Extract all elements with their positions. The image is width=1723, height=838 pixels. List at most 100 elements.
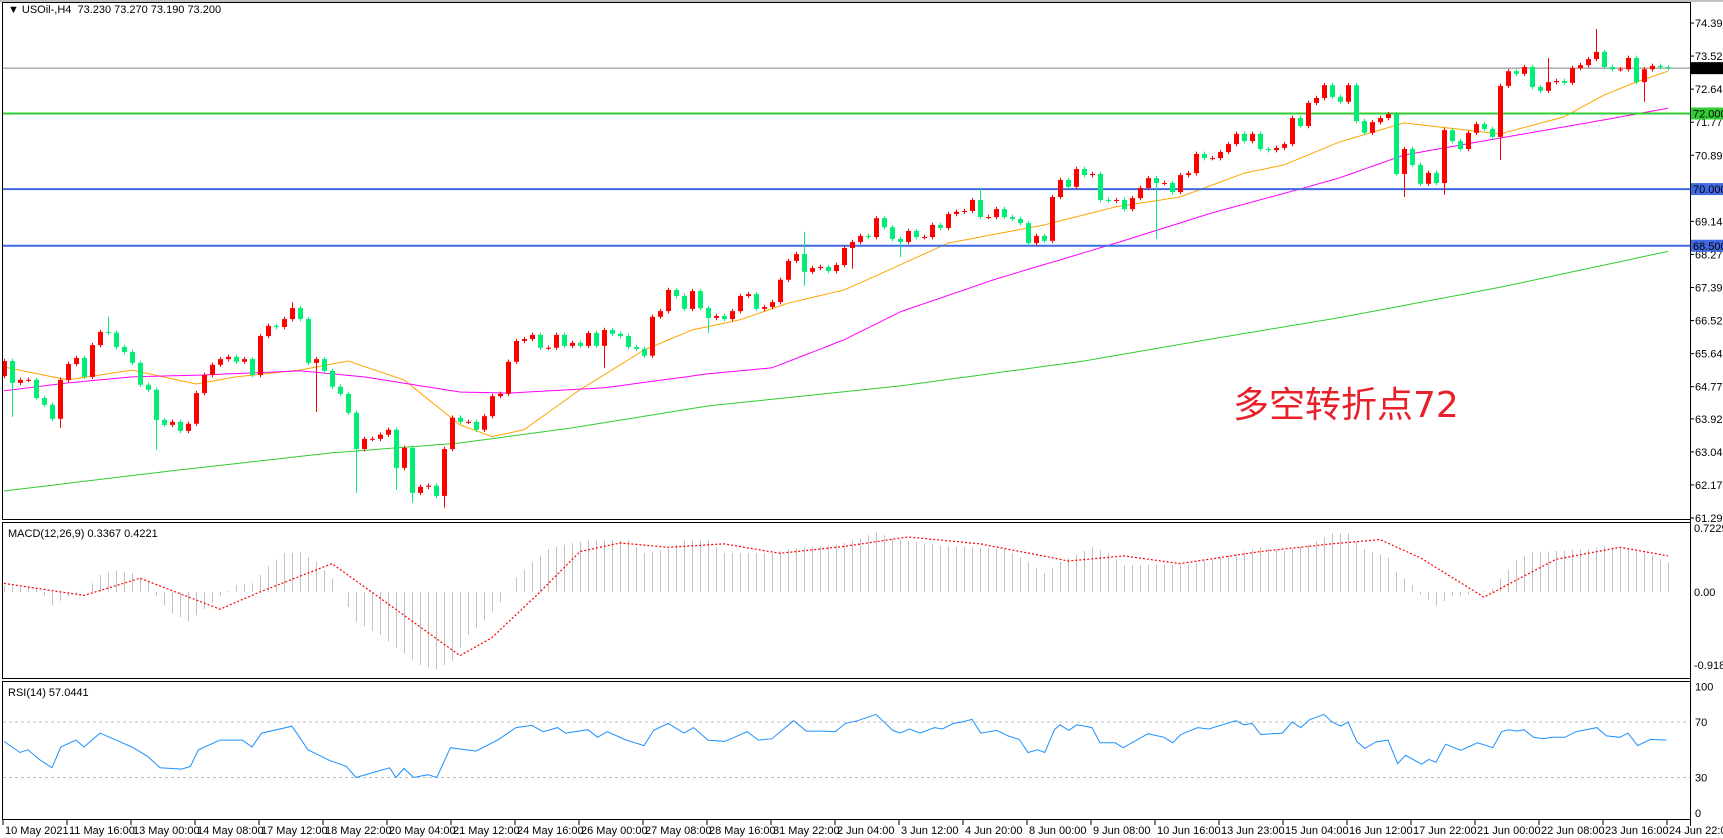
candle — [642, 346, 647, 358]
candle — [522, 336, 527, 344]
time-axis-label: 28 May 16:00 — [709, 825, 776, 837]
candle-body — [146, 384, 151, 390]
candle — [802, 231, 807, 286]
rsi-axis-label: 30 — [1695, 772, 1707, 784]
candle-body — [1066, 180, 1071, 187]
ohlc-low: 73.190 — [150, 4, 185, 16]
candle — [1282, 141, 1287, 151]
candle-body — [402, 447, 407, 468]
candle-body — [1442, 130, 1447, 184]
candle — [1122, 197, 1127, 212]
candle-body — [890, 227, 895, 239]
candle-body — [594, 333, 599, 346]
candle-body — [1450, 130, 1455, 142]
candle-body — [602, 330, 607, 346]
candle — [690, 288, 695, 312]
candle — [1266, 146, 1271, 153]
candle — [858, 233, 863, 245]
candle-body — [1546, 82, 1551, 91]
ohlc-close: 73.200 — [187, 4, 222, 16]
candle-body — [834, 265, 839, 272]
candle — [1018, 216, 1023, 226]
candle-body — [210, 364, 215, 375]
candle-body — [826, 266, 831, 272]
candle-body — [434, 485, 439, 496]
triangle-down-icon[interactable]: ▼ — [8, 4, 19, 16]
candle-body — [418, 486, 423, 493]
candle — [418, 484, 423, 496]
candle — [498, 391, 503, 399]
candle-body — [1642, 69, 1647, 83]
candle-body — [490, 396, 495, 417]
candle — [282, 316, 287, 330]
time-axis-label: 22 Jun 08:00 — [1541, 825, 1605, 837]
candle — [154, 387, 159, 450]
candle — [626, 333, 631, 350]
candle-body — [1570, 68, 1575, 83]
candle-body — [1114, 200, 1119, 202]
candle — [1074, 166, 1079, 190]
candle — [1554, 78, 1559, 85]
candle — [738, 293, 743, 314]
candle-body — [1610, 67, 1615, 70]
candle — [1106, 197, 1111, 204]
time-axis-label: 27 May 08:00 — [645, 825, 712, 837]
chart-annotation[interactable]: 多空转折点72 — [1233, 385, 1459, 426]
candle — [1242, 131, 1247, 144]
candle — [1378, 115, 1383, 125]
candle — [1666, 64, 1671, 71]
moving-average-line-2 — [3, 250, 1669, 492]
candle-body — [618, 333, 623, 337]
candle — [1218, 149, 1223, 161]
candle — [66, 361, 71, 383]
candle-body — [1490, 128, 1495, 137]
candle-body — [1258, 133, 1263, 150]
candle-body — [1106, 200, 1111, 202]
candle — [602, 327, 607, 368]
candle-body — [1282, 144, 1287, 148]
candle — [1570, 65, 1575, 86]
candle-body — [354, 412, 359, 450]
candle — [298, 305, 303, 322]
candle — [1538, 84, 1543, 94]
candle — [770, 299, 775, 310]
candle — [1650, 63, 1655, 72]
candle — [1010, 214, 1015, 222]
candle — [1482, 121, 1487, 132]
candle — [554, 332, 559, 351]
candle-body — [306, 319, 311, 363]
macd-axis-label: 0.7229 — [1694, 523, 1723, 535]
candle — [1490, 126, 1495, 140]
candle — [978, 187, 983, 220]
candle-body — [570, 342, 575, 346]
candle — [946, 211, 951, 231]
candle-body — [1554, 81, 1559, 83]
candle-body — [1466, 132, 1471, 150]
candle — [914, 228, 919, 240]
candle-body — [1058, 180, 1063, 198]
candle — [1602, 49, 1607, 70]
candle — [1146, 175, 1151, 191]
candle-body — [514, 340, 519, 362]
candle-body — [610, 330, 615, 334]
candle — [1098, 171, 1103, 203]
moving-average-line-1 — [3, 107, 1669, 394]
candle — [1058, 177, 1063, 200]
candle-body — [938, 224, 943, 228]
candle-body — [1378, 118, 1383, 123]
candle-body — [690, 291, 695, 309]
candle-body — [818, 266, 823, 269]
candle — [1410, 146, 1415, 168]
candle-body — [746, 294, 751, 297]
candle — [442, 446, 447, 508]
candle-body — [138, 362, 143, 385]
time-axis-label: 17 Jun 22:00 — [1413, 825, 1477, 837]
candle-body — [3, 360, 7, 377]
candle-body — [1178, 175, 1183, 193]
candle — [1402, 146, 1407, 198]
candle — [234, 354, 239, 365]
candle — [1578, 62, 1583, 71]
candle-body — [1210, 158, 1215, 160]
candle-body — [874, 218, 879, 238]
